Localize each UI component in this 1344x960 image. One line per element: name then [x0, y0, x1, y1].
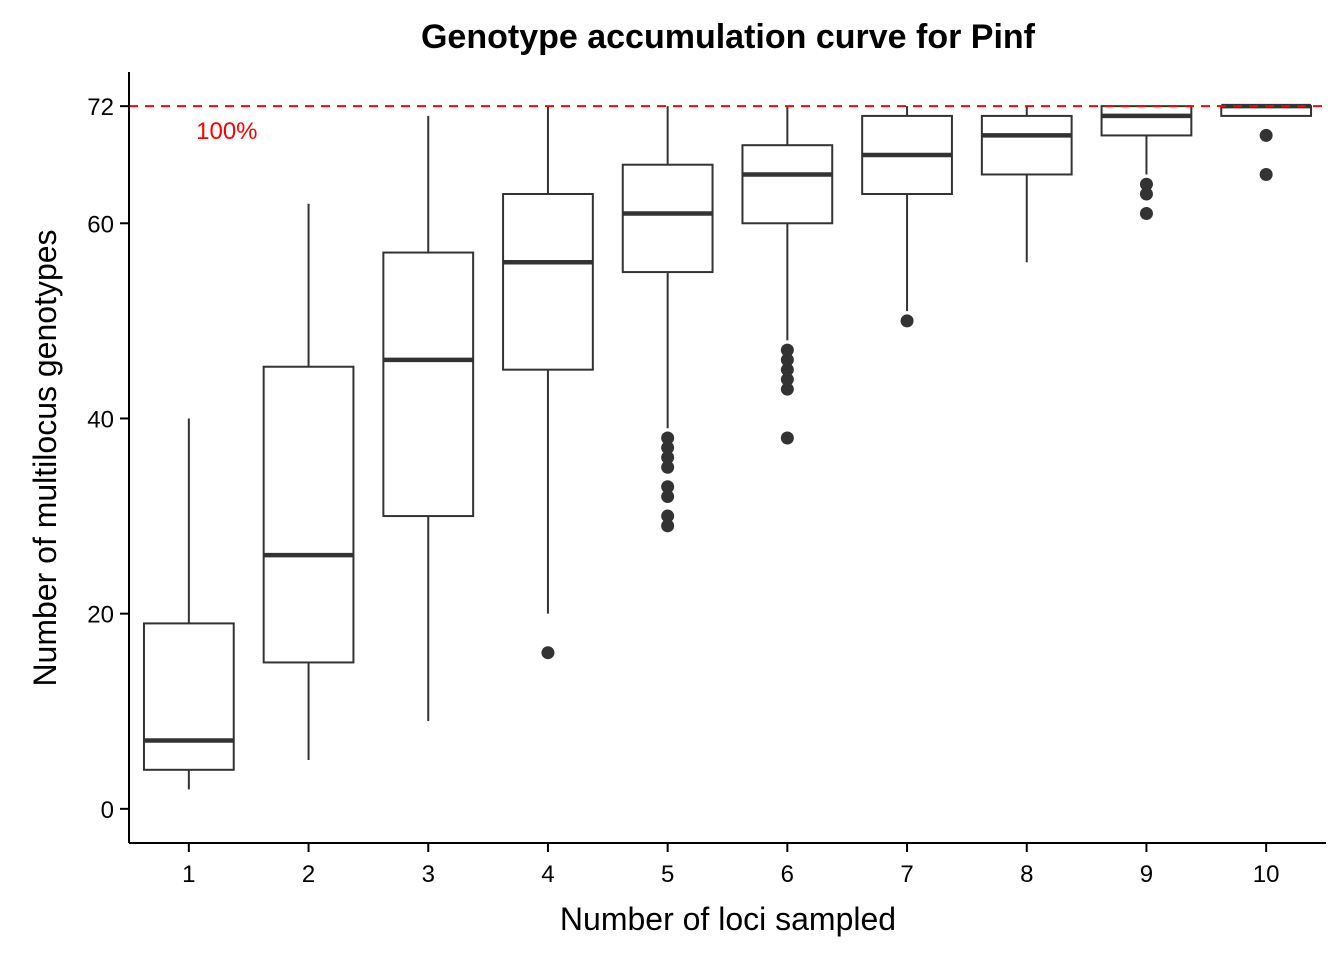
- outlier-point: [780, 353, 794, 367]
- box-iqr: [621, 163, 714, 274]
- chart-title: Genotype accumulation curve for Pinf: [421, 18, 1036, 56]
- outlier-point: [780, 363, 794, 377]
- box-6: [741, 106, 834, 445]
- box-iqr: [1100, 105, 1193, 137]
- outlier-point: [1259, 128, 1273, 142]
- box-iqr: [502, 192, 594, 371]
- outlier-point: [1139, 187, 1153, 201]
- outlier-point: [780, 382, 794, 396]
- box-9: [1100, 105, 1193, 221]
- outlier-point: [661, 490, 675, 504]
- box-5: [621, 106, 714, 533]
- outlier-point: [900, 314, 914, 328]
- box-2: [262, 203, 355, 761]
- outlier-point: [661, 451, 675, 464]
- box-8: [980, 106, 1073, 263]
- x-tick-label: 5: [661, 861, 674, 888]
- outlier-point: [661, 431, 675, 445]
- outlier-point: [661, 519, 675, 533]
- y-tick-label: 60: [87, 211, 114, 238]
- outlier-point: [780, 372, 794, 386]
- box-4: [502, 106, 594, 660]
- x-axis-ticks: 1 2 3 4 5 6 7 8 9 10: [182, 843, 1280, 888]
- x-tick-label: 3: [422, 861, 435, 888]
- box-iqr: [741, 144, 834, 225]
- y-tick-label: 72: [87, 94, 114, 121]
- outlier-point: [661, 480, 675, 494]
- outlier-point: [661, 441, 675, 455]
- outlier-point: [661, 509, 675, 523]
- outlier-point: [661, 460, 675, 474]
- y-axis-title: Number of multilocus genotypes: [27, 229, 63, 686]
- reference-label: 100%: [196, 118, 257, 145]
- x-tick-label: 1: [182, 861, 195, 888]
- outlier-point: [1139, 177, 1153, 191]
- y-tick-label: 20: [87, 602, 114, 629]
- box-iqr: [142, 622, 235, 771]
- box-iqr: [382, 251, 475, 518]
- x-tick-label: 9: [1140, 861, 1153, 888]
- axes: [128, 72, 1326, 844]
- x-tick-label: 2: [302, 861, 315, 888]
- x-tick-label: 6: [781, 861, 794, 888]
- y-tick-label: 40: [87, 406, 114, 433]
- x-tick-label: 10: [1253, 861, 1280, 888]
- x-tick-label: 8: [1020, 861, 1033, 888]
- box-7: [861, 106, 953, 328]
- plot-area: 100%: [129, 103, 1326, 790]
- y-tick-label: 0: [101, 797, 114, 824]
- y-axis-ticks: 0 20 40 60 72: [87, 94, 129, 824]
- box-1: [142, 418, 235, 790]
- box-iqr: [980, 114, 1073, 176]
- outlier-point: [1139, 207, 1153, 221]
- outlier-point: [541, 646, 555, 660]
- outlier-point: [780, 431, 794, 445]
- box-10: [1220, 103, 1313, 181]
- x-axis-title: Number of loci sampled: [560, 901, 896, 937]
- x-tick-label: 7: [900, 861, 913, 888]
- box-3: [382, 115, 475, 722]
- box-iqr: [262, 365, 355, 664]
- outlier-point: [780, 343, 794, 357]
- x-tick-label: 4: [541, 861, 554, 888]
- outlier-point: [1259, 167, 1273, 181]
